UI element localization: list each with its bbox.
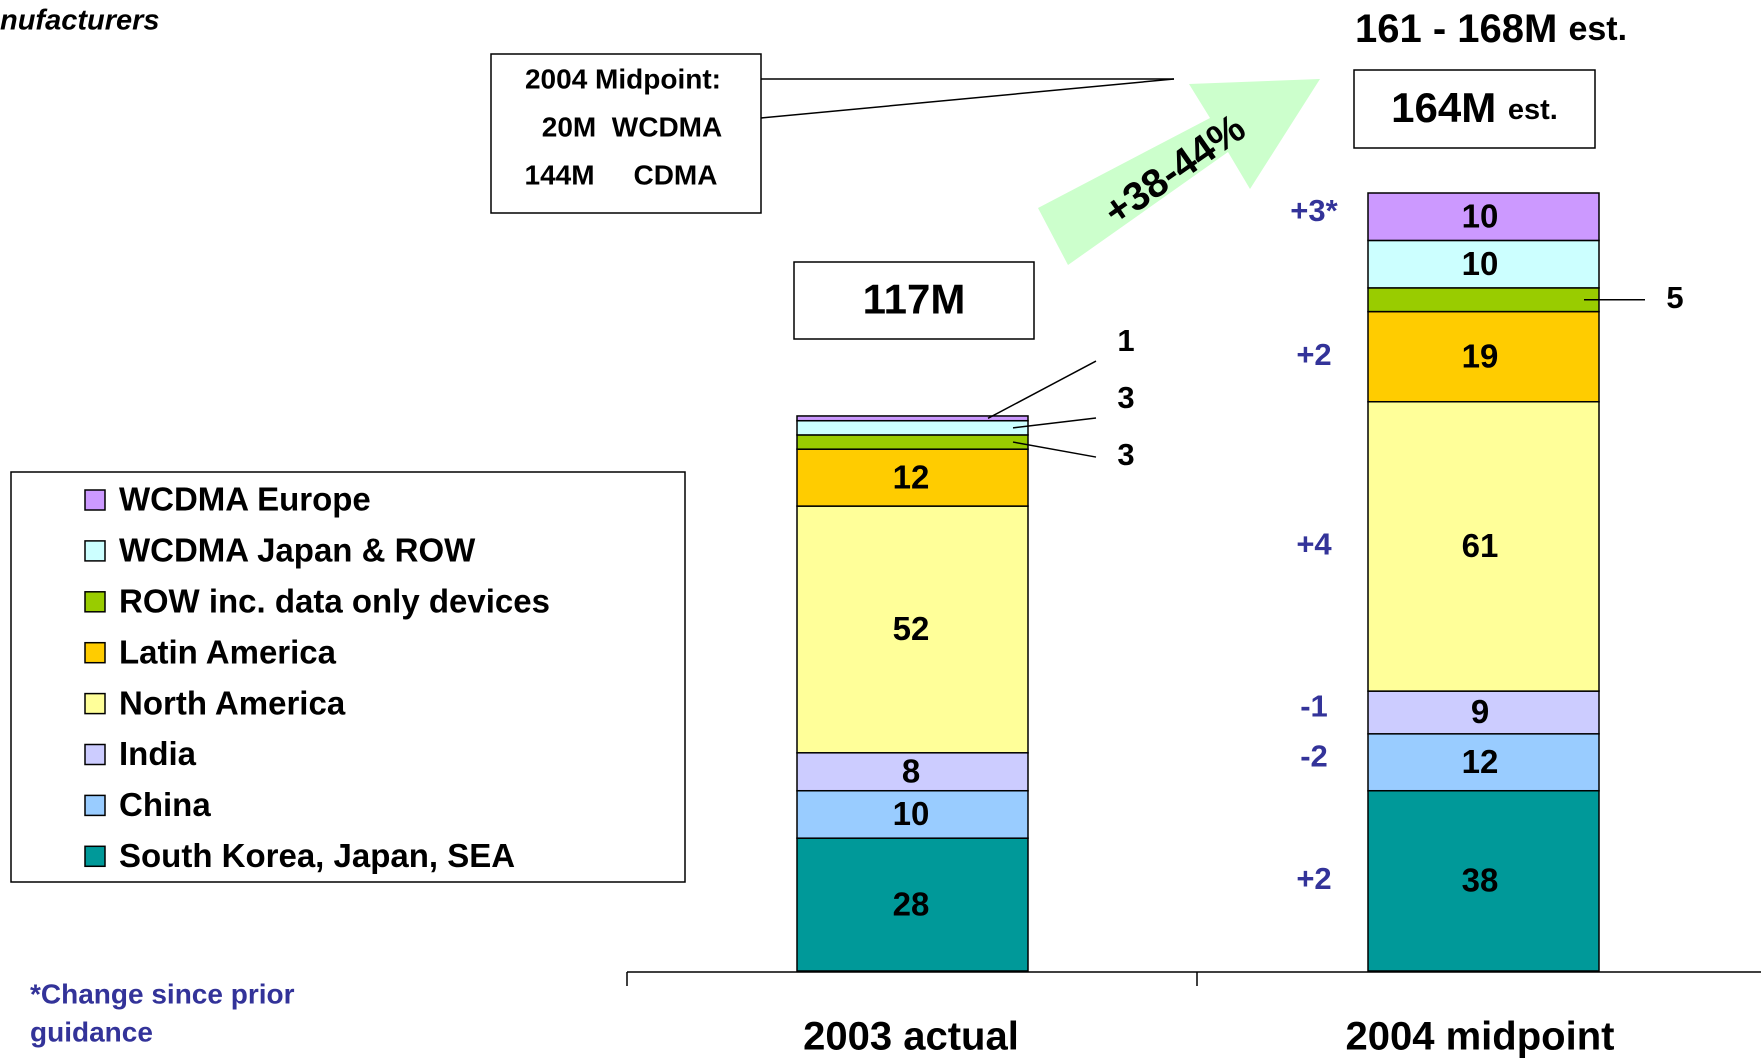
legend-label: WCDMA Japan & ROW xyxy=(119,532,476,569)
title-fragment: nufacturers xyxy=(0,5,160,37)
total-label: 164M est. xyxy=(1391,84,1558,131)
legend-swatch xyxy=(84,845,106,868)
legend-label: India xyxy=(119,735,197,772)
total-value: 164M xyxy=(1391,84,1496,131)
data-label: 10 xyxy=(1462,245,1499,282)
data-label: 3 xyxy=(1117,380,1134,415)
data-label: 5 xyxy=(1666,280,1683,315)
data-label: 10 xyxy=(893,795,930,832)
data-label: 52 xyxy=(893,610,930,647)
legend-label: South Korea, Japan, SEA xyxy=(119,837,515,874)
bar-segment xyxy=(1367,789,1600,972)
data-label: 9 xyxy=(1471,693,1489,730)
change-label: -2 xyxy=(1300,738,1328,773)
bar-segment xyxy=(1367,690,1600,735)
legend-box xyxy=(10,471,686,883)
legend-label: China xyxy=(119,786,211,823)
bar-segment xyxy=(796,789,1029,839)
midpoint-line: 20M WCDMA xyxy=(542,111,722,142)
data-label: 8 xyxy=(902,752,920,789)
range-suffix: est. xyxy=(1568,10,1627,48)
change-label: +2 xyxy=(1296,861,1331,896)
data-label: 12 xyxy=(1462,743,1499,780)
midpoint-line: 144M CDMA xyxy=(525,159,718,190)
callout-line xyxy=(760,78,1175,119)
bar-segment xyxy=(1367,287,1600,313)
bar-segment xyxy=(796,415,1029,422)
footnote: guidance xyxy=(30,1016,153,1047)
midpoint-box xyxy=(490,53,762,214)
bar-segment xyxy=(796,837,1029,972)
data-label: 61 xyxy=(1462,527,1499,564)
legend-swatch xyxy=(84,692,106,715)
legend-swatch xyxy=(84,794,106,817)
change-label: +3* xyxy=(1290,193,1338,228)
bar-segment xyxy=(796,419,1029,436)
leader-line xyxy=(987,360,1097,419)
legend-swatch xyxy=(84,489,106,511)
legend-swatch xyxy=(84,743,106,766)
total-box xyxy=(793,261,1035,340)
data-label: 1 xyxy=(1117,323,1134,358)
bar-segment xyxy=(796,752,1029,792)
bar-segment xyxy=(1367,733,1600,792)
x-tick-label: 2004 midpoint xyxy=(1346,1015,1615,1059)
data-label: 10 xyxy=(1462,197,1499,234)
midpoint-line: 2004 Midpoint: xyxy=(525,63,721,94)
total-value: 117M xyxy=(863,276,966,323)
growth-arrow xyxy=(1038,79,1320,265)
leader-line xyxy=(1012,441,1097,458)
footnote: *Change since prior xyxy=(30,978,295,1009)
x-tick-label: 2003 actual xyxy=(803,1015,1019,1059)
bar-segment xyxy=(1367,192,1600,242)
bar-segment xyxy=(1367,310,1600,403)
total-box xyxy=(1353,69,1596,149)
data-label: 38 xyxy=(1462,862,1499,899)
legend-swatch xyxy=(84,540,106,562)
total-label: 117M xyxy=(863,276,966,323)
legend-swatch xyxy=(84,641,106,664)
data-label: 12 xyxy=(893,458,930,495)
range-value: 161 - 168M xyxy=(1355,7,1557,51)
bar-segment xyxy=(796,434,1029,450)
data-label: 28 xyxy=(893,885,930,922)
data-label: 19 xyxy=(1462,337,1499,374)
range-label: 161 - 168M est. xyxy=(1355,7,1627,51)
leader-line xyxy=(1012,417,1097,429)
bar-segment xyxy=(796,505,1029,754)
legend-label: Latin America xyxy=(119,633,337,670)
data-label: 3 xyxy=(1117,437,1134,472)
total-suffix: est. xyxy=(1508,94,1558,126)
change-label: +2 xyxy=(1296,337,1331,372)
legend-label: WCDMA Europe xyxy=(119,481,371,518)
legend-swatch xyxy=(84,591,106,613)
change-label: -1 xyxy=(1300,689,1328,724)
legend-label: ROW inc. data only devices xyxy=(119,583,550,620)
bar-segment xyxy=(1367,400,1600,692)
legend-label: North America xyxy=(119,684,346,721)
change-label: +4 xyxy=(1296,527,1332,562)
